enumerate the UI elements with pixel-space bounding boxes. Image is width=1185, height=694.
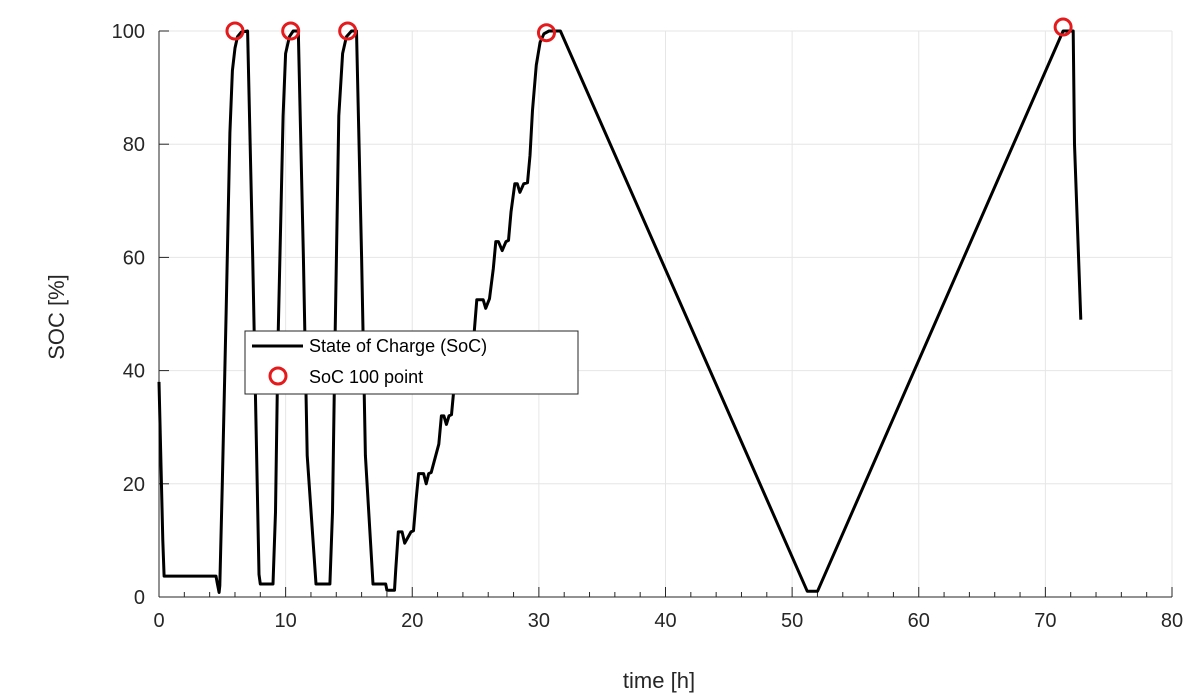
x-tick-label: 60 <box>908 610 930 632</box>
x-tick-label: 30 <box>528 610 550 632</box>
y-axis-label: SOC [%] <box>44 274 69 360</box>
x-tick-label: 20 <box>401 610 423 632</box>
y-tick-label: 40 <box>123 361 145 383</box>
legend-label-soc100: SoC 100 point <box>309 367 423 387</box>
soc100-point-marker <box>338 21 358 41</box>
y-tick-label: 100 <box>112 21 145 43</box>
y-tick-label: 80 <box>123 134 145 156</box>
y-tick-label: 20 <box>123 474 145 496</box>
tick-labels: 0 10 20 30 40 50 60 70 80 0 20 40 60 80 100 <box>112 21 1184 632</box>
y-tick-label: 0 <box>134 587 145 609</box>
x-tick-label: 40 <box>654 610 676 632</box>
legend-box <box>244 330 579 395</box>
x-axis-label: time [h] <box>623 668 695 693</box>
x-tick-label: 0 <box>153 610 164 632</box>
legend-label-soc: State of Charge (SoC) <box>309 336 487 356</box>
soc100-point-marker <box>1053 17 1073 37</box>
soc100-point-marker <box>225 21 245 41</box>
y-tick-label: 60 <box>123 247 145 269</box>
soc-series-line <box>157 29 1083 594</box>
x-tick-label: 70 <box>1034 610 1056 632</box>
x-tick-label: 80 <box>1161 610 1183 632</box>
legend-marker-sample <box>268 366 288 386</box>
series <box>157 17 1083 594</box>
legend: State of Charge (SoC) SoC 100 point <box>244 330 579 395</box>
soc100-point-marker <box>536 23 556 43</box>
grid <box>159 30 1173 597</box>
x-tick-label: 50 <box>781 610 803 632</box>
x-tick-label: 10 <box>275 610 297 632</box>
soc100-point-marker <box>281 21 301 41</box>
